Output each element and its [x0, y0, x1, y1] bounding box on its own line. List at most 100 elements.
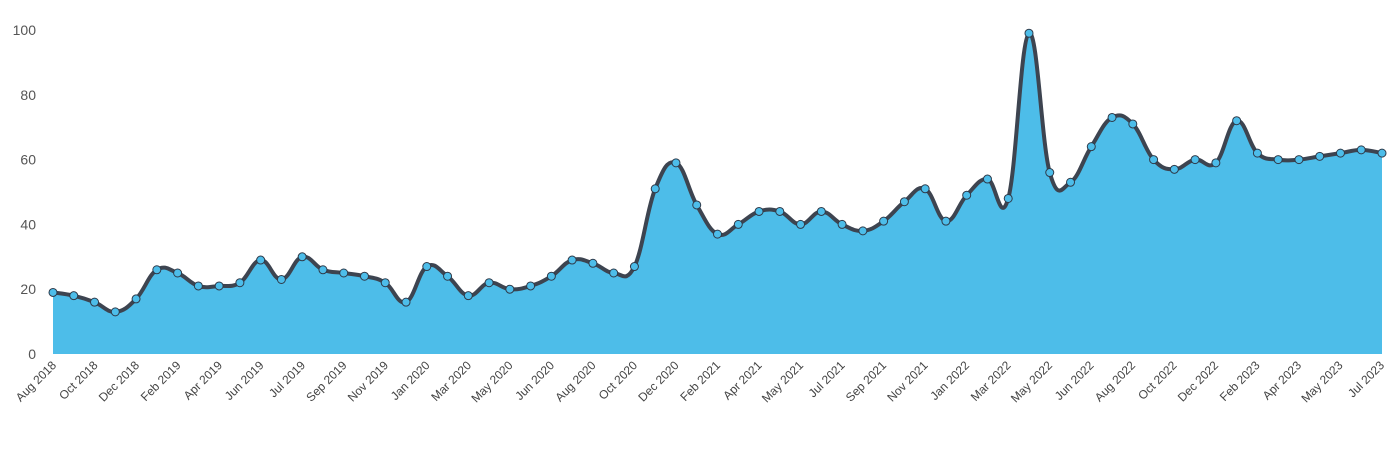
- y-tick-label: 100: [13, 22, 37, 38]
- data-point: [671, 158, 681, 168]
- x-tick-label: Jun 2019: [222, 358, 267, 403]
- data-point: [276, 274, 286, 284]
- data-point: [1128, 119, 1138, 129]
- data-point: [1211, 158, 1221, 168]
- data-point: [754, 206, 764, 216]
- data-point: [650, 184, 660, 194]
- data-point: [1232, 116, 1242, 126]
- y-axis: 0 20 40 60 80 100: [13, 22, 37, 362]
- data-point: [90, 297, 100, 307]
- x-tick-label: Oct 2020: [596, 358, 641, 403]
- x-tick-label: Jun 2020: [512, 358, 557, 403]
- data-point: [962, 190, 972, 200]
- data-point: [1045, 168, 1055, 178]
- data-point: [110, 307, 120, 317]
- data-point: [816, 206, 826, 216]
- data-point: [775, 206, 785, 216]
- x-tick-label: Oct 2018: [56, 358, 101, 403]
- data-point: [1377, 148, 1387, 158]
- data-point: [131, 294, 141, 304]
- data-point: [1252, 148, 1262, 158]
- x-tick-label: May 2022: [1008, 358, 1055, 405]
- y-tick-label: 0: [28, 346, 36, 362]
- data-point: [546, 271, 556, 281]
- x-tick-label: May 2023: [1298, 358, 1345, 405]
- data-point: [837, 219, 847, 229]
- data-point: [629, 262, 639, 272]
- data-point: [401, 297, 411, 307]
- data-point: [941, 216, 951, 226]
- data-point: [422, 262, 432, 272]
- data-point: [359, 271, 369, 281]
- x-tick-label: Feb 2021: [677, 358, 723, 404]
- data-point: [505, 284, 515, 294]
- x-tick-label: Nov 2019: [345, 358, 391, 404]
- data-point: [152, 265, 162, 275]
- x-tick-label: Mar 2020: [428, 358, 474, 404]
- data-point: [318, 265, 328, 275]
- x-tick-label: Dec 2018: [96, 358, 142, 404]
- data-point: [443, 271, 453, 281]
- y-tick-label: 20: [20, 281, 36, 297]
- data-point: [339, 268, 349, 278]
- x-tick-label: Aug 2018: [13, 358, 59, 404]
- data-point: [1149, 155, 1159, 165]
- data-point: [920, 184, 930, 194]
- x-tick-label: Feb 2023: [1217, 358, 1263, 404]
- data-point: [173, 268, 183, 278]
- data-point: [380, 278, 390, 288]
- data-point: [297, 252, 307, 262]
- x-tick-label: Jan 2020: [388, 358, 433, 403]
- data-point: [463, 291, 473, 301]
- area-fill: [53, 33, 1382, 354]
- x-tick-label: Mar 2022: [968, 358, 1014, 404]
- data-point: [69, 291, 79, 301]
- data-point: [1273, 155, 1283, 165]
- x-tick-label: Aug 2020: [552, 358, 598, 404]
- x-tick-label: Dec 2020: [635, 358, 681, 404]
- data-point: [256, 255, 266, 265]
- data-point: [796, 219, 806, 229]
- x-tick-label: Aug 2022: [1092, 358, 1138, 404]
- data-point: [1003, 193, 1013, 203]
- data-point: [1356, 145, 1366, 155]
- data-point: [588, 258, 598, 268]
- data-point: [1294, 155, 1304, 165]
- data-point: [214, 281, 224, 291]
- data-point: [1024, 28, 1034, 38]
- data-point: [235, 278, 245, 288]
- x-tick-label: Jan 2022: [927, 358, 972, 403]
- data-point: [609, 268, 619, 278]
- data-point: [1086, 142, 1096, 152]
- x-tick-label: Feb 2019: [138, 358, 184, 404]
- data-point: [858, 226, 868, 236]
- x-tick-label: Jul 2023: [1345, 358, 1387, 400]
- data-point: [1169, 164, 1179, 174]
- y-tick-label: 40: [20, 216, 36, 232]
- data-point: [526, 281, 536, 291]
- x-tick-label: Dec 2022: [1175, 358, 1221, 404]
- data-point: [193, 281, 203, 291]
- x-tick-label: Jul 2019: [266, 358, 308, 400]
- data-point: [982, 174, 992, 184]
- data-point: [879, 216, 889, 226]
- data-point: [1107, 112, 1117, 122]
- x-tick-label: Jul 2021: [806, 358, 848, 400]
- data-point: [1190, 155, 1200, 165]
- x-tick-label: May 2021: [759, 358, 806, 405]
- data-point: [1315, 151, 1325, 161]
- x-tick-label: Apr 2019: [181, 358, 226, 403]
- x-tick-label: Jun 2022: [1052, 358, 1097, 403]
- x-tick-label: Nov 2021: [884, 358, 930, 404]
- data-point: [484, 278, 494, 288]
- x-tick-label: Sep 2019: [303, 358, 349, 404]
- data-point: [1066, 177, 1076, 187]
- data-point: [713, 229, 722, 239]
- x-tick-label: Oct 2022: [1135, 358, 1180, 403]
- data-point: [692, 200, 702, 210]
- data-point: [48, 287, 58, 297]
- data-point: [733, 219, 743, 229]
- x-tick-label: Sep 2021: [843, 358, 889, 404]
